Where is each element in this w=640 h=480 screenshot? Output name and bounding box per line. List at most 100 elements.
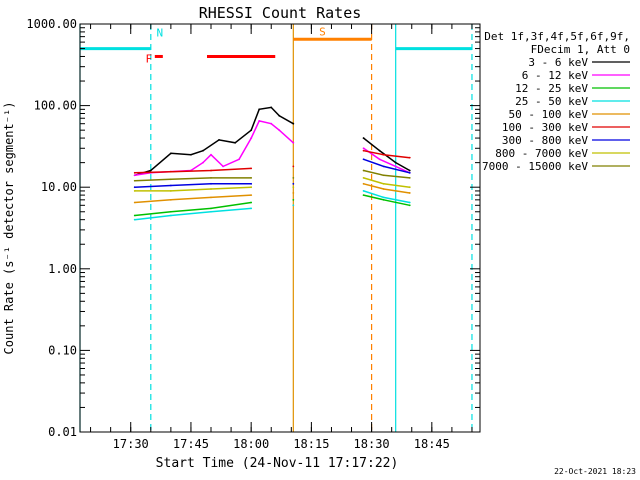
data-point: [169, 198, 172, 201]
y-tick-label: 10.00: [41, 180, 77, 194]
data-point: [202, 149, 204, 152]
data-point: [169, 178, 172, 181]
data-point: [250, 129, 253, 132]
legend-label: 800 - 7000 keV: [495, 147, 588, 160]
data-point: [250, 177, 253, 179]
data-point: [234, 141, 237, 144]
data-point: [362, 182, 365, 185]
series-line: [134, 186, 252, 192]
data-point: [169, 170, 172, 173]
y-tick-label: 1.00: [48, 262, 77, 276]
plot-frame: [79, 23, 481, 433]
data-point: [292, 204, 295, 207]
x-tick-label: 18:00: [233, 437, 269, 451]
data-point: [408, 156, 411, 159]
legend-label: 100 - 300 keV: [502, 121, 588, 134]
data-point: [149, 169, 152, 172]
data-point: [382, 188, 385, 190]
data-point: [133, 201, 136, 204]
data-point: [222, 165, 224, 168]
plot-area: NF S: [79, 24, 473, 432]
data-point: [133, 190, 136, 192]
legend: Det 1f,3f,4f,5f,6f,9f,FDecim 1, Att 03 -…: [482, 30, 630, 173]
series-line: [134, 106, 294, 177]
data-point: [169, 152, 172, 155]
data-point: [382, 174, 385, 177]
data-point: [202, 161, 204, 164]
data-point: [408, 169, 411, 172]
data-point: [250, 207, 253, 210]
series-line: [134, 167, 252, 174]
data-point: [278, 129, 281, 132]
series-line: [134, 177, 252, 182]
data-point: [362, 137, 365, 139]
data-point: [258, 108, 261, 111]
data-point: [408, 192, 411, 194]
x-tick-label: 18:30: [354, 437, 390, 451]
data-point: [292, 198, 295, 201]
data-point: [408, 171, 411, 174]
data-point: [292, 141, 295, 144]
data-point: [133, 179, 136, 182]
data-point: [362, 158, 365, 161]
data-point: [362, 177, 365, 179]
series-line: [134, 201, 252, 217]
x-tick-label: 17:30: [113, 437, 149, 451]
data-point: [169, 214, 172, 217]
series-line: [134, 194, 252, 204]
y-tick-label: 100.00: [34, 99, 77, 113]
data-point: [292, 182, 295, 185]
data-point: [210, 210, 212, 213]
data-point: [408, 177, 411, 179]
y-axis: 1000.00 100.00 10.00 1.00 0.10 0.01: [26, 17, 480, 439]
data-point: [408, 186, 411, 189]
data-point: [250, 182, 253, 185]
data-point: [362, 190, 365, 192]
status-marker-label: S: [319, 25, 326, 38]
x-axis-label: Start Time (24-Nov-11 17:17:22): [156, 456, 399, 471]
data-point: [292, 122, 295, 125]
data-point: [169, 190, 172, 192]
data-point: [250, 167, 253, 170]
data-point: [190, 153, 192, 156]
data-point: [278, 114, 281, 117]
data-point: [258, 119, 261, 122]
series-line: [363, 147, 411, 174]
x-tick-label: 18:15: [293, 437, 329, 451]
data-point: [292, 177, 295, 179]
data-point: [408, 204, 411, 207]
data-point: [210, 196, 212, 199]
data-point: [210, 169, 212, 172]
data-point: [133, 186, 136, 189]
data-point: [394, 165, 397, 168]
x-tick-label: 18:45: [414, 437, 450, 451]
series-line: [363, 137, 411, 172]
data-point: [362, 147, 365, 150]
x-tick-label: 17:45: [173, 437, 209, 451]
legend-label: 25 - 50 keV: [515, 95, 588, 108]
y-tick-label: 1000.00: [26, 17, 77, 31]
data-point: [169, 184, 172, 187]
data-point: [169, 210, 172, 213]
data-point: [210, 188, 212, 190]
y-axis-label: Count Rate (s⁻¹ detector segment⁻¹): [2, 102, 16, 355]
legend-label: 3 - 6 keV: [528, 56, 588, 69]
legend-label: 7000 - 15000 keV: [482, 160, 588, 173]
data-point: [362, 169, 365, 172]
data-point: [133, 174, 136, 177]
data-point: [210, 153, 212, 156]
data-point: [238, 158, 241, 161]
status-marker-label: F: [146, 52, 153, 65]
data-point: [292, 186, 295, 189]
legend-label: 6 - 12 keV: [522, 69, 589, 82]
data-point: [292, 165, 295, 168]
data-point: [250, 194, 253, 197]
data-point: [382, 196, 385, 199]
legend-header: Det 1f,3f,4f,5f,6f,9f,: [484, 30, 630, 43]
data-point: [382, 153, 385, 156]
series-line: [363, 183, 410, 194]
data-point: [250, 201, 253, 204]
series-line: [134, 207, 252, 221]
legend-label: 300 - 800 keV: [502, 134, 588, 147]
